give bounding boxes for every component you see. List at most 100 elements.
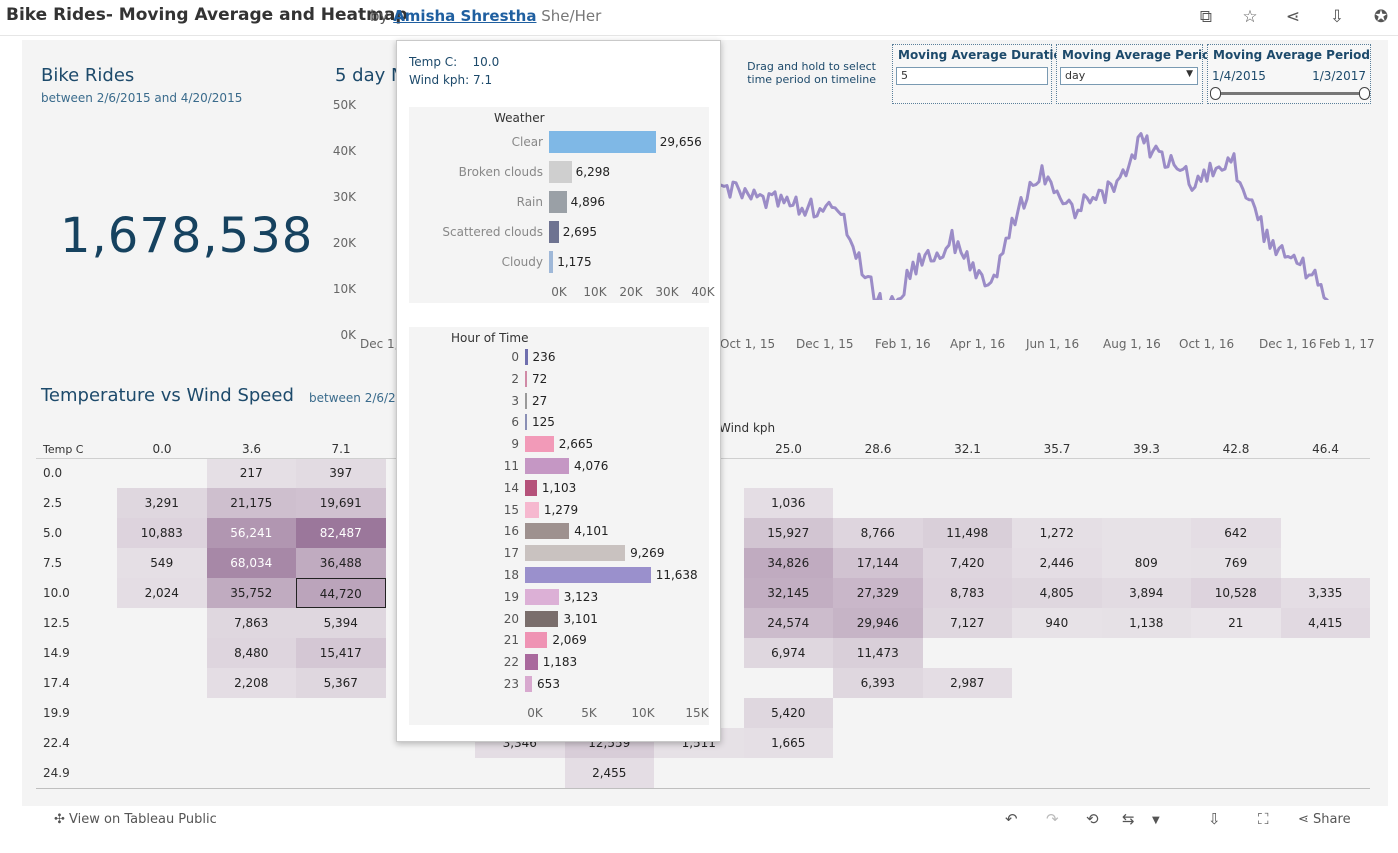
moving-average-line[interactable] (712, 120, 1352, 300)
heatmap-cell[interactable] (207, 728, 297, 758)
heatmap-cell[interactable]: 6,393 (833, 668, 923, 698)
heatmap-cell[interactable] (1281, 458, 1371, 488)
heatmap-cell[interactable]: 21,175 (206, 488, 296, 518)
heatmap-cell[interactable]: 35,752 (206, 578, 296, 608)
hour-bar[interactable] (525, 479, 537, 496)
heatmap-cell[interactable]: 3,291 (117, 488, 207, 518)
download-icon[interactable]: ⇩ (1329, 7, 1345, 27)
heatmap-cell[interactable]: 940 (1012, 608, 1102, 638)
heatmap-cell[interactable]: 397 (296, 458, 386, 488)
hour-bar[interactable] (525, 588, 559, 605)
heatmap-cell[interactable] (1012, 458, 1102, 488)
heatmap-cell[interactable]: 24,574 (743, 608, 833, 638)
heatmap-cell[interactable] (117, 638, 207, 668)
redo-icon[interactable]: ↷ (1046, 810, 1059, 828)
heatmap-cell[interactable]: 44,720 (296, 578, 386, 608)
star-icon[interactable]: ☆ (1242, 7, 1258, 27)
heatmap-cell[interactable] (1102, 488, 1192, 518)
heatmap-cell[interactable]: 15,417 (296, 638, 386, 668)
heatmap-cell[interactable] (1281, 518, 1371, 548)
author-link[interactable]: Amisha Shrestha (393, 7, 537, 25)
heatmap-cell[interactable] (1102, 758, 1192, 788)
heatmap-cell[interactable] (1012, 638, 1102, 668)
weather-bar[interactable] (549, 161, 572, 183)
range-track[interactable] (1216, 92, 1364, 95)
heatmap-cell[interactable] (1102, 458, 1192, 488)
heatmap-cell[interactable] (1012, 728, 1102, 758)
heatmap-cell[interactable] (117, 608, 207, 638)
heatmap-cell[interactable] (1102, 668, 1192, 698)
heatmap-cell[interactable] (1191, 698, 1281, 728)
view-on-tableau-link[interactable]: ✣ View on Tableau Public (54, 812, 217, 827)
heatmap-cell[interactable] (1281, 638, 1371, 668)
heatmap-cell[interactable]: 11,473 (833, 638, 923, 668)
heatmap-cell[interactable]: 8,480 (206, 638, 296, 668)
heatmap-cell[interactable]: 2,455 (564, 758, 654, 788)
heatmap-cell[interactable] (117, 758, 207, 788)
heatmap-cell[interactable] (296, 758, 386, 788)
heatmap-cell[interactable] (1191, 668, 1281, 698)
heatmap-cell[interactable] (744, 668, 834, 698)
heatmap-cell[interactable]: 217 (206, 458, 296, 488)
heatmap-cell[interactable] (1191, 458, 1281, 488)
heatmap-cell[interactable]: 15,927 (743, 518, 833, 548)
heatmap-cell[interactable]: 809 (1101, 548, 1191, 578)
heatmap-cell[interactable]: 5,394 (296, 608, 386, 638)
heatmap-cell[interactable]: 1,272 (1012, 518, 1102, 548)
heatmap-cell[interactable]: 1,665 (743, 728, 833, 758)
hour-bar[interactable] (525, 545, 626, 562)
heatmap-cell[interactable]: 2,446 (1012, 548, 1102, 578)
weather-bar[interactable] (549, 131, 656, 153)
heatmap-cell[interactable]: 2,208 (206, 668, 296, 698)
hour-bar[interactable] (525, 523, 570, 540)
heatmap-cell[interactable]: 5,367 (296, 668, 386, 698)
heatmap-cell[interactable]: 10,528 (1191, 578, 1281, 608)
heatmap-cell[interactable] (1281, 758, 1371, 788)
share-button[interactable]: ⋖ Share (1298, 812, 1351, 827)
heatmap-cell[interactable] (117, 458, 207, 488)
heatmap-cell[interactable] (117, 698, 207, 728)
hour-bar[interactable] (525, 501, 539, 518)
heatmap-cell[interactable] (475, 758, 565, 788)
heatmap-cell[interactable]: 68,034 (206, 548, 296, 578)
download-toolbar-icon[interactable]: ⇩ (1208, 810, 1221, 828)
refresh-icon[interactable]: ⇆ (1122, 810, 1135, 828)
heatmap-cell[interactable] (386, 758, 476, 788)
heatmap-cell[interactable]: 7,127 (922, 608, 1012, 638)
heatmap-cell[interactable]: 34,826 (743, 548, 833, 578)
hour-bar[interactable] (525, 610, 559, 627)
heatmap-cell[interactable]: 549 (117, 548, 207, 578)
heatmap-cell[interactable] (744, 458, 834, 488)
heatmap-cell[interactable]: 21 (1191, 608, 1281, 638)
weather-bar[interactable] (549, 251, 554, 273)
heatmap-cell[interactable]: 82,487 (296, 518, 386, 548)
heatmap-cell[interactable] (207, 758, 297, 788)
heatmap-cell[interactable]: 7,420 (922, 548, 1012, 578)
heatmap-cell[interactable] (1281, 668, 1371, 698)
heatmap-cell[interactable] (1101, 518, 1191, 548)
hour-bar[interactable] (525, 370, 527, 387)
heatmap-cell[interactable] (1281, 488, 1371, 518)
heatmap-cell[interactable]: 2,024 (117, 578, 207, 608)
undo-icon[interactable]: ↶ (1005, 810, 1018, 828)
weather-bar[interactable] (549, 191, 567, 213)
heatmap-cell[interactable]: 1,138 (1101, 608, 1191, 638)
hour-bar[interactable] (525, 632, 548, 649)
range-start-handle[interactable] (1210, 87, 1221, 100)
heatmap-cell[interactable]: 4,805 (1012, 578, 1102, 608)
duration-input[interactable]: 5 (896, 67, 1048, 85)
heatmap-cell[interactable] (1102, 698, 1192, 728)
heatmap-cell[interactable]: 11,498 (922, 518, 1012, 548)
heatmap-cell[interactable] (1102, 638, 1192, 668)
heatmap-cell[interactable]: 8,783 (922, 578, 1012, 608)
heatmap-cell[interactable] (1012, 758, 1102, 788)
hour-bar[interactable] (525, 654, 538, 671)
hour-bar[interactable] (525, 392, 527, 409)
heatmap-cell[interactable] (833, 758, 923, 788)
fullscreen-icon[interactable]: ⧉ (1199, 7, 1213, 27)
badge-icon[interactable]: ✪ (1373, 7, 1389, 27)
heatmap-cell[interactable]: 36,488 (296, 548, 386, 578)
heatmap-cell[interactable]: 3,335 (1280, 578, 1370, 608)
heatmap-cell[interactable] (923, 458, 1013, 488)
heatmap-cell[interactable]: 8,766 (833, 518, 923, 548)
